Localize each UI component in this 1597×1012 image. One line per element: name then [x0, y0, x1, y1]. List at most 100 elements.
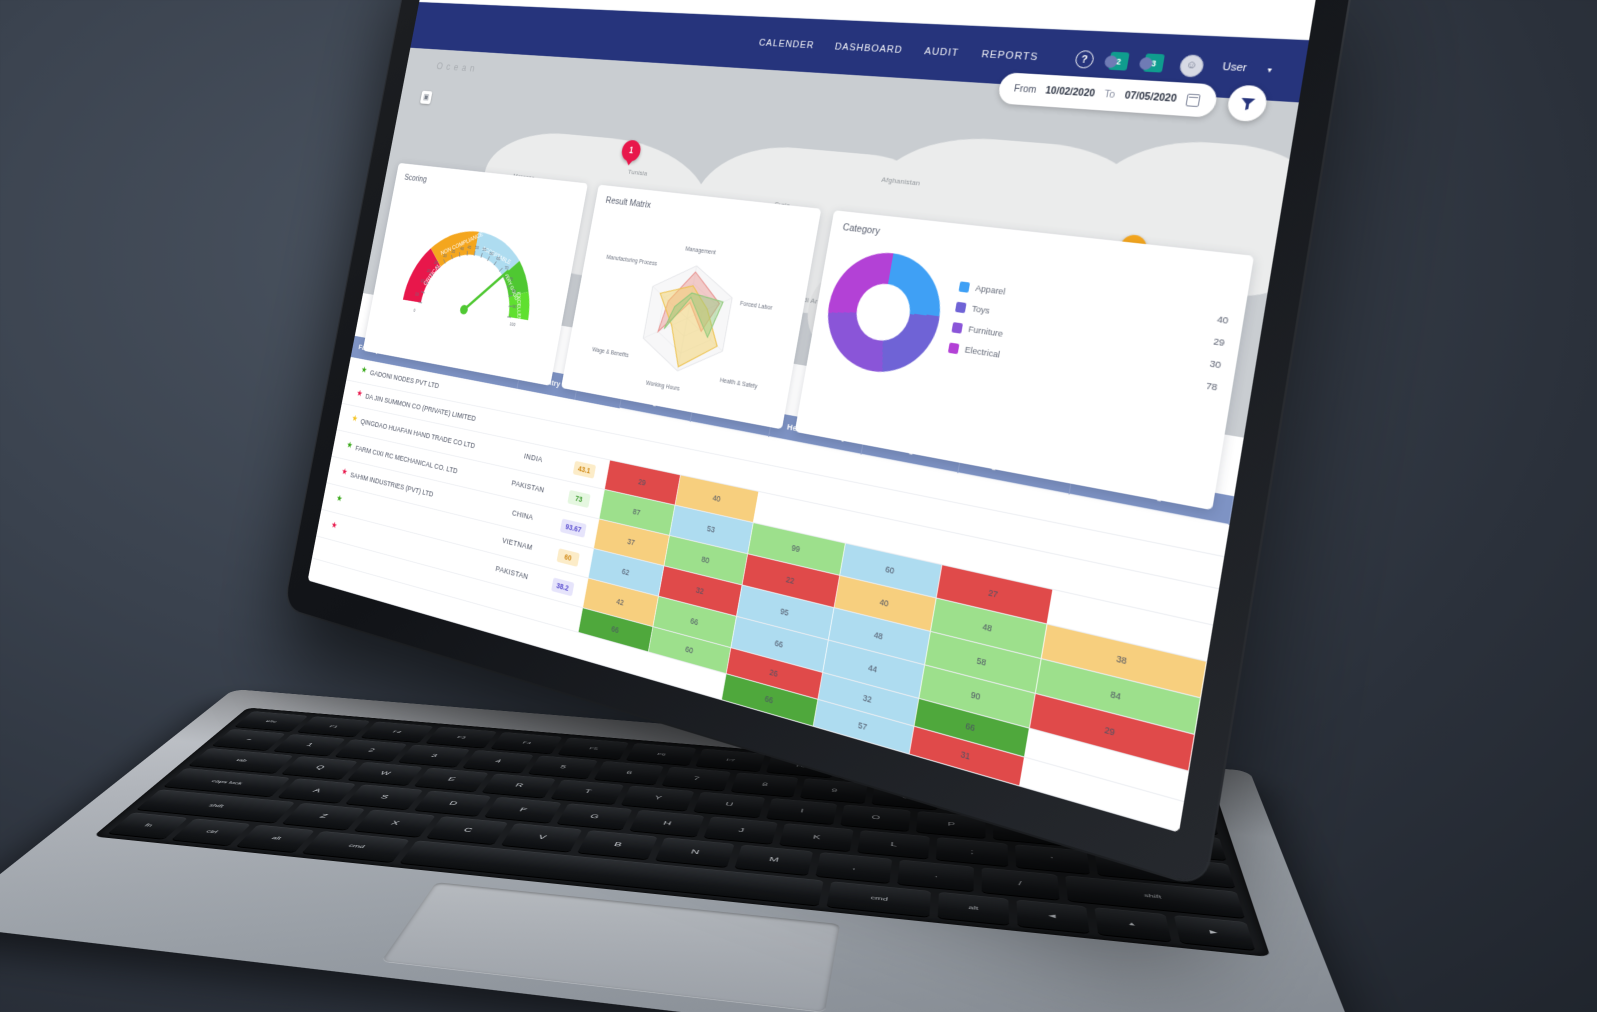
key-f[interactable]: F [484, 796, 562, 824]
heatmap-cell[interactable]: 80 [664, 535, 748, 585]
key-z[interactable]: Z [282, 802, 365, 830]
messages-icon[interactable]: 3 [1142, 53, 1166, 73]
key-n[interactable]: N [655, 837, 735, 867]
heatmap-cell[interactable] [952, 472, 1069, 524]
col-working-hours[interactable]: Working Hours [861, 429, 963, 473]
heatmap-cell[interactable]: 22 [742, 553, 840, 608]
heatmap-cell[interactable] [758, 463, 857, 511]
col-wage-benefits[interactable]: Wage & Benefits [957, 446, 1074, 494]
key-y[interactable]: Y [621, 785, 695, 811]
key-9[interactable]: 9 [800, 778, 868, 804]
date-range-input[interactable]: From 10/02/2020 To 07/05/2020 [996, 72, 1219, 118]
col-health-safety[interactable]: Health & Safety [768, 412, 866, 455]
key-i[interactable]: I [765, 798, 838, 825]
heatmap-cell[interactable]: 32 [818, 671, 919, 726]
heatmap-cell[interactable]: 48 [930, 597, 1047, 659]
filter-funnel-button[interactable] [1225, 84, 1270, 123]
heatmap-cell[interactable] [644, 651, 727, 700]
key-slash[interactable]: / [981, 867, 1060, 900]
key-x[interactable]: X [353, 809, 436, 837]
heatmap-cell[interactable] [1046, 588, 1213, 661]
category-donut-chart[interactable] [818, 246, 950, 381]
key-k[interactable]: K [779, 823, 854, 852]
key-arrow-right[interactable]: ▶ [1173, 914, 1256, 951]
key-j[interactable]: J [703, 816, 779, 845]
heatmap-cell[interactable]: 58 [924, 630, 1041, 693]
heatmap-cell[interactable]: 60 [648, 626, 731, 674]
chevron-down-icon[interactable]: ▾ [1266, 64, 1273, 75]
map-pin[interactable]: 1 [952, 247, 981, 275]
key-l[interactable]: L [856, 830, 930, 859]
heatmap-cell[interactable]: 99 [747, 522, 846, 575]
nav-audit[interactable]: AUDIT [923, 46, 960, 59]
heatmap-cell[interactable] [1052, 554, 1219, 625]
heatmap-cell[interactable] [1019, 756, 1184, 832]
nav-dashboard[interactable]: DASHBOARD [833, 41, 904, 56]
heatmap-cell[interactable]: 90 [918, 664, 1036, 728]
heatmap-cell[interactable]: 66 [653, 595, 737, 648]
key-s[interactable]: S [345, 784, 424, 810]
key-arrow-updown[interactable]: ▲ [1094, 907, 1172, 942]
help-icon[interactable]: ? [1073, 50, 1096, 70]
heatmap-cell[interactable]: 53 [669, 504, 754, 554]
key-t[interactable]: T [550, 779, 625, 805]
key-u[interactable]: U [692, 791, 766, 818]
key-control[interactable]: ctrl [171, 818, 252, 846]
heatmap-cell[interactable] [947, 501, 1064, 555]
records-table[interactable]: Factory Country Score Management Forced … [307, 335, 1234, 832]
map-pin[interactable]: 2 [1118, 233, 1149, 262]
trackpad[interactable] [381, 882, 841, 1012]
key-option-left[interactable]: alt [236, 824, 316, 853]
key-a[interactable]: A [277, 778, 357, 804]
nav-calender[interactable]: CALENDER [758, 37, 816, 51]
heatmap-cell[interactable]: 95 [736, 584, 835, 640]
key-m[interactable]: M [734, 844, 813, 875]
heatmap-cell[interactable]: 40 [834, 574, 936, 631]
nav-reports[interactable]: REPORTS [980, 49, 1040, 63]
key-o[interactable]: O [840, 804, 911, 832]
heatmap-cell[interactable]: 48 [828, 607, 931, 665]
table-row[interactable]: 66 60 26 32 66 [312, 535, 1189, 801]
key-b[interactable]: B [577, 830, 658, 860]
key-space[interactable] [399, 840, 824, 906]
heatmap-cell[interactable] [1024, 727, 1189, 801]
avatar[interactable]: ☺ [1178, 53, 1206, 78]
heatmap-cell[interactable]: 66 [913, 697, 1030, 757]
heatmap-cell[interactable] [763, 436, 862, 483]
heatmap-cell[interactable]: 26 [726, 647, 823, 699]
heatmap-cell[interactable]: 44 [822, 639, 925, 698]
heatmap-cell[interactable] [856, 454, 958, 502]
key-h[interactable]: H [629, 809, 705, 837]
key-period[interactable]: . [897, 859, 975, 892]
heatmap-cell[interactable]: 38 [1040, 623, 1207, 698]
heatmap-cell[interactable]: 32 [658, 565, 743, 616]
key-option-right[interactable]: alt [938, 891, 1009, 925]
heatmap-cell[interactable] [851, 482, 953, 531]
heatmap-cell[interactable]: 84 [1035, 658, 1201, 734]
calendar-icon[interactable] [1185, 93, 1201, 107]
key-comma[interactable]: , [815, 852, 893, 883]
heatmap-cell[interactable] [845, 510, 948, 565]
heatmap-cell[interactable]: 60 [839, 542, 942, 598]
heatmap-cell[interactable] [1063, 493, 1229, 557]
key-semicolon[interactable]: ; [935, 837, 1009, 867]
heatmap-cell[interactable] [753, 491, 852, 543]
key-shift-right[interactable]: shift [1065, 875, 1245, 918]
key-c[interactable]: C [426, 816, 509, 845]
map-pin[interactable]: 1 [1010, 341, 1040, 370]
notifications-icon[interactable]: 2 [1107, 51, 1131, 72]
heatmap-cell[interactable]: 27 [935, 564, 1053, 624]
heatmap-cell[interactable]: 31 [908, 725, 1025, 786]
col-manufacturing-process[interactable]: Manufacturing Process [1068, 466, 1234, 525]
map-pin[interactable]: 2 [906, 220, 933, 247]
heatmap-cell[interactable]: 29 [1029, 692, 1195, 771]
heatmap-cell[interactable]: 66 [730, 615, 829, 672]
zoom-control-icon[interactable]: ▣ [419, 90, 433, 105]
heatmap-cell[interactable] [1058, 523, 1224, 589]
key-v[interactable]: V [501, 823, 583, 852]
key-command-left[interactable]: cmd [302, 830, 410, 863]
key-command-right[interactable]: cmd [826, 881, 932, 917]
key-d[interactable]: D [414, 790, 492, 817]
heatmap-cell[interactable]: 57 [813, 698, 914, 754]
key-arrow-left[interactable]: ◀ [1016, 899, 1090, 934]
